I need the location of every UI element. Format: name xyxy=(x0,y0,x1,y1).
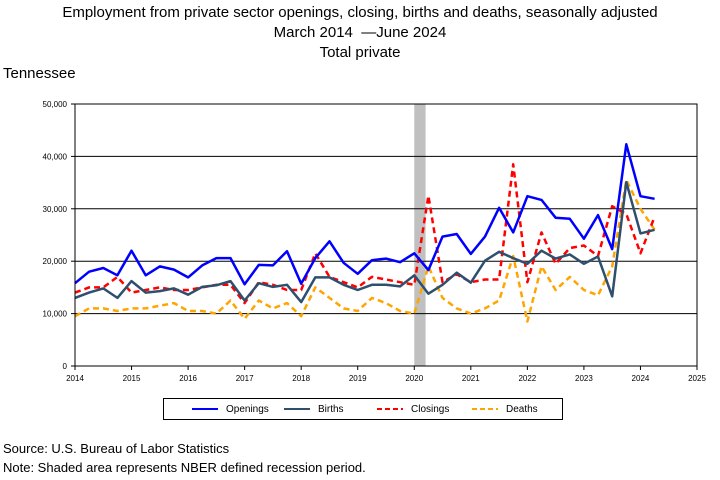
legend-swatch-closings xyxy=(377,408,403,410)
series-line-deaths xyxy=(74,178,656,323)
y-tick-label: 50,000 xyxy=(43,100,68,109)
chart-subtitle-industry: Total private xyxy=(319,44,401,61)
legend-label-openings: Openings xyxy=(226,403,269,415)
legend-label-closings: Closings xyxy=(411,403,450,415)
y-tick-label: 10,000 xyxy=(43,310,68,319)
legend: Openings Births Closings Deaths xyxy=(163,398,563,420)
series-layer xyxy=(74,143,656,323)
x-tick-label: 2017 xyxy=(236,374,254,383)
x-tick-label: 2018 xyxy=(292,374,310,383)
chart-title: Employment from private sector openings,… xyxy=(62,4,658,21)
x-tick-label: 2014 xyxy=(66,374,84,383)
recession-note: Note: Shaded area represents NBER define… xyxy=(3,460,366,475)
x-tick-label: 2020 xyxy=(405,374,423,383)
x-tick-label: 2023 xyxy=(575,374,593,383)
legend-item-births: Births xyxy=(284,399,344,419)
x-tick-label: 2024 xyxy=(632,374,650,383)
recession-band-layer xyxy=(414,104,426,366)
series-line-births xyxy=(74,180,655,304)
line-chart: 0 10,000 20,000 30,000 40,000 50,000 2014 2015 2… xyxy=(43,100,707,383)
region-label: Tennessee xyxy=(3,65,76,82)
y-tick-label: 40,000 xyxy=(43,152,68,161)
series-line-openings xyxy=(74,143,655,286)
y-tick-label: 30,000 xyxy=(43,205,68,214)
x-tick-label: 2025 xyxy=(688,374,706,383)
x-tick-label: 2016 xyxy=(179,374,197,383)
y-tick-label: 0 xyxy=(63,362,68,371)
legend-swatch-deaths xyxy=(472,408,498,410)
legend-item-closings: Closings xyxy=(377,399,449,419)
y-tick-label: 20,000 xyxy=(43,257,68,266)
recession-band xyxy=(414,104,426,366)
legend-item-openings: Openings xyxy=(192,399,269,419)
legend-label-births: Births xyxy=(318,403,344,415)
series-line-closings xyxy=(74,163,656,305)
axis-layer: 0 10,000 20,000 30,000 40,000 50,000 2014 2015 2… xyxy=(43,100,707,383)
x-tick-label: 2019 xyxy=(349,374,367,383)
legend-swatch-openings xyxy=(192,408,218,410)
date-end: June 2024 xyxy=(376,24,447,41)
x-tick-label: 2015 xyxy=(123,374,141,383)
date-dash: — xyxy=(357,24,377,41)
legend-swatch-births xyxy=(284,408,310,410)
chart-subtitle-dates: March 2014 —June 2024 xyxy=(0,24,720,42)
x-tick-label: 2021 xyxy=(462,374,480,383)
legend-item-deaths: Deaths xyxy=(472,399,538,419)
plot-frame xyxy=(74,103,698,367)
x-tick-label: 2022 xyxy=(518,374,536,383)
legend-label-deaths: Deaths xyxy=(506,403,538,415)
source-note: Source: U.S. Bureau of Labor Statistics xyxy=(3,441,230,456)
date-start: March 2014 xyxy=(273,24,353,41)
